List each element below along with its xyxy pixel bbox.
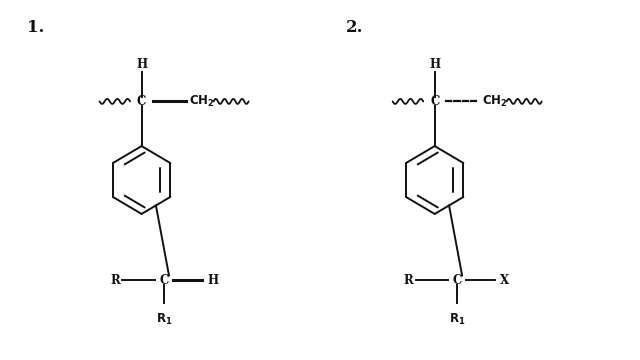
Text: R: R xyxy=(111,274,120,287)
Text: C: C xyxy=(137,95,147,108)
Text: $\mathbf{R_1}$: $\mathbf{R_1}$ xyxy=(449,311,465,327)
Text: H: H xyxy=(429,58,440,71)
Text: R: R xyxy=(404,274,413,287)
Text: H: H xyxy=(136,58,147,71)
Text: X: X xyxy=(500,274,509,287)
Text: $\mathbf{R_1}$: $\mathbf{R_1}$ xyxy=(156,311,172,327)
Text: 1.: 1. xyxy=(27,19,44,36)
Text: $\mathbf{CH_2}$: $\mathbf{CH_2}$ xyxy=(189,94,215,109)
Text: C: C xyxy=(452,274,461,287)
Text: 2.: 2. xyxy=(346,19,363,36)
Text: H: H xyxy=(207,274,218,287)
Text: C: C xyxy=(430,95,440,108)
Text: C: C xyxy=(159,274,168,287)
Text: $\mathbf{CH_2}$: $\mathbf{CH_2}$ xyxy=(483,94,508,109)
